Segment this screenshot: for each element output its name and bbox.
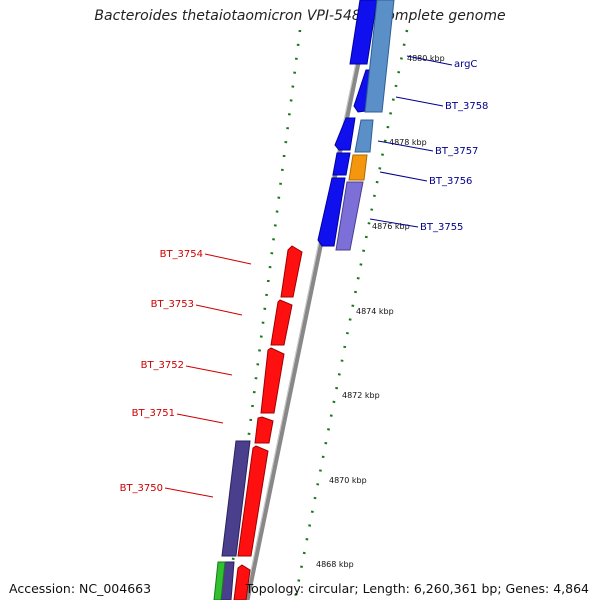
gene-label-argC: argC: [454, 59, 477, 70]
forward-genes: [317, 0, 395, 251]
reverse-genes: [213, 245, 303, 600]
gene-arrow-forward: [348, 154, 368, 181]
scale-label: 4872 kbp: [342, 391, 380, 400]
gene-label-bt3750: BT_3750: [120, 483, 163, 494]
scale-label: 4870 kbp: [329, 476, 367, 485]
gene-arrow-forward: [364, 0, 395, 113]
gene-arrow-forward: [354, 119, 374, 153]
gene-arrow-reverse: [221, 440, 251, 557]
scale-label: 4878 kbp: [389, 138, 427, 147]
scale-label: 4876 kbp: [372, 222, 410, 231]
gene-label-bt3754: BT_3754: [160, 249, 203, 260]
scale-label: 4868 kbp: [316, 560, 354, 569]
reverse-gene-labels: BT_3754 BT_3753 BT_3752 BT_3751 BT_3750: [120, 249, 252, 498]
gene-arrow-forward: [317, 177, 346, 247]
gene-arrow-reverse: [280, 245, 303, 298]
accession-text: Accession: NC_004663: [9, 581, 152, 596]
genome-info-text: Topology: circular; Length: 6,260,361 bp…: [245, 581, 589, 596]
gene-arrow-forward: [335, 181, 364, 251]
gene-arrow-reverse: [270, 299, 293, 346]
map-title: Bacteroides thetaiotaomicron VPI-5482, c…: [94, 8, 506, 24]
forward-gene-labels: argC BT_3758 BT_3757 BT_3756 BT_3755: [369, 55, 488, 233]
gene-arrow-forward: [334, 117, 356, 151]
gene-arrow-reverse: [260, 347, 285, 414]
gene-arrow-forward: [349, 0, 378, 65]
gene-label-bt3753: BT_3753: [151, 299, 194, 310]
gene-arrow-reverse: [233, 564, 251, 600]
gene-arrow-reverse: [237, 445, 269, 557]
gene-label-bt3755: BT_3755: [420, 222, 463, 233]
scale-label: 4880 kbp: [407, 54, 445, 63]
gene-label-bt3756: BT_3756: [429, 176, 472, 187]
scale-labels: 4880 kbp 4878 kbp 4876 kbp 4874 kbp 4872…: [316, 54, 445, 569]
gene-label-bt3752: BT_3752: [141, 360, 184, 371]
scale-label: 4874 kbp: [356, 307, 394, 316]
gene-label-bt3758: BT_3758: [445, 101, 488, 112]
gene-arrow-reverse: [254, 416, 274, 444]
gene-label-bt3751: BT_3751: [132, 408, 175, 419]
gene-arrow-forward: [332, 152, 351, 176]
gene-label-bt3757: BT_3757: [435, 146, 478, 157]
gene-arrow-reverse: [213, 561, 226, 600]
genome-backbone: [244, 0, 374, 600]
